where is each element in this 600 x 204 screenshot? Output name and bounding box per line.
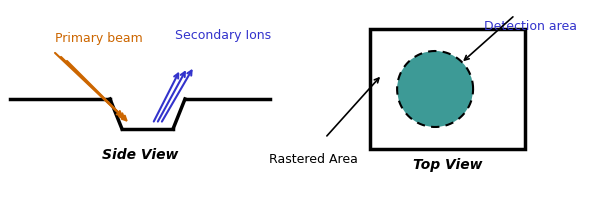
Text: Side View: Side View — [102, 147, 178, 161]
Text: Primary beam: Primary beam — [55, 32, 143, 45]
Text: Rastered Area: Rastered Area — [269, 152, 358, 165]
Text: Top View: Top View — [413, 157, 482, 171]
Bar — [370, 30, 525, 149]
Text: Secondary Ions: Secondary Ions — [175, 29, 271, 42]
Text: Detection area: Detection area — [484, 20, 577, 33]
Circle shape — [397, 52, 473, 127]
